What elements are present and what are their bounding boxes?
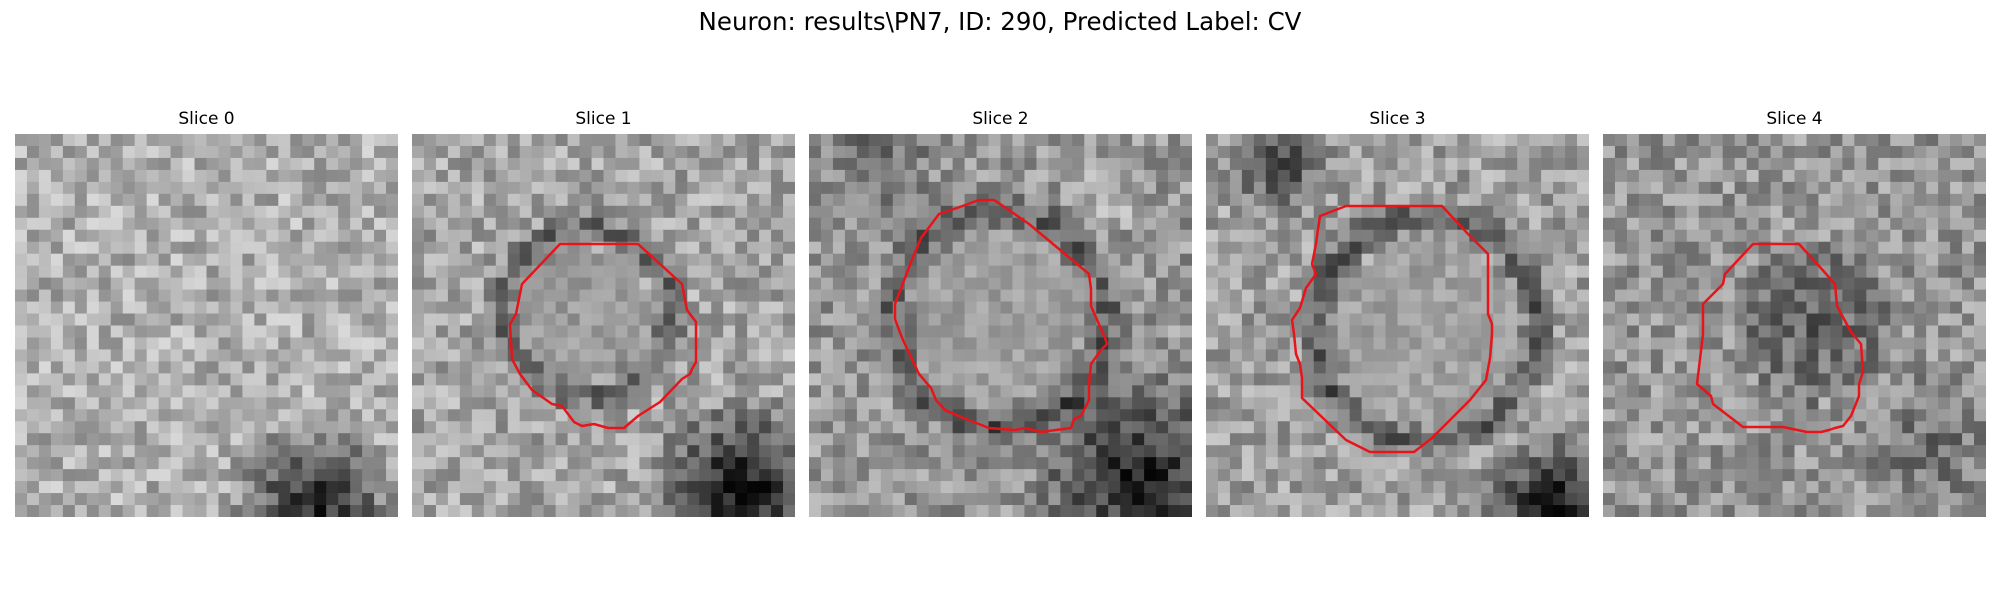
slice-1-title: Slice 1 bbox=[575, 109, 632, 129]
slice-0-panel bbox=[15, 134, 398, 517]
slice-0-image bbox=[15, 134, 398, 517]
slice-4-image bbox=[1603, 134, 1986, 517]
slice-1-panel bbox=[412, 134, 795, 517]
slice-3-title: Slice 3 bbox=[1369, 109, 1426, 129]
pixel-grid bbox=[15, 134, 398, 517]
segmentation-contour bbox=[893, 198, 1109, 434]
pixel-grid bbox=[412, 134, 795, 517]
slice-3-panel bbox=[1206, 134, 1589, 517]
pixel-grid bbox=[809, 134, 1192, 517]
slice-1-image bbox=[412, 134, 795, 517]
slice-2-image bbox=[809, 134, 1192, 517]
segmentation-contour bbox=[1290, 204, 1494, 454]
slice-0-title: Slice 0 bbox=[178, 109, 235, 129]
pixel-grid bbox=[1603, 134, 1986, 517]
slice-3-image bbox=[1206, 134, 1589, 517]
segmentation-contour bbox=[508, 242, 698, 430]
slice-2-title: Slice 2 bbox=[972, 109, 1029, 129]
slice-2-panel bbox=[809, 134, 1192, 517]
slice-4-title: Slice 4 bbox=[1766, 109, 1823, 129]
pixel-grid bbox=[1206, 134, 1589, 517]
figure-title: Neuron: results\PN7, ID: 290, Predicted … bbox=[698, 7, 1302, 36]
segmentation-contour bbox=[1695, 242, 1865, 434]
slice-4-panel bbox=[1603, 134, 1986, 517]
